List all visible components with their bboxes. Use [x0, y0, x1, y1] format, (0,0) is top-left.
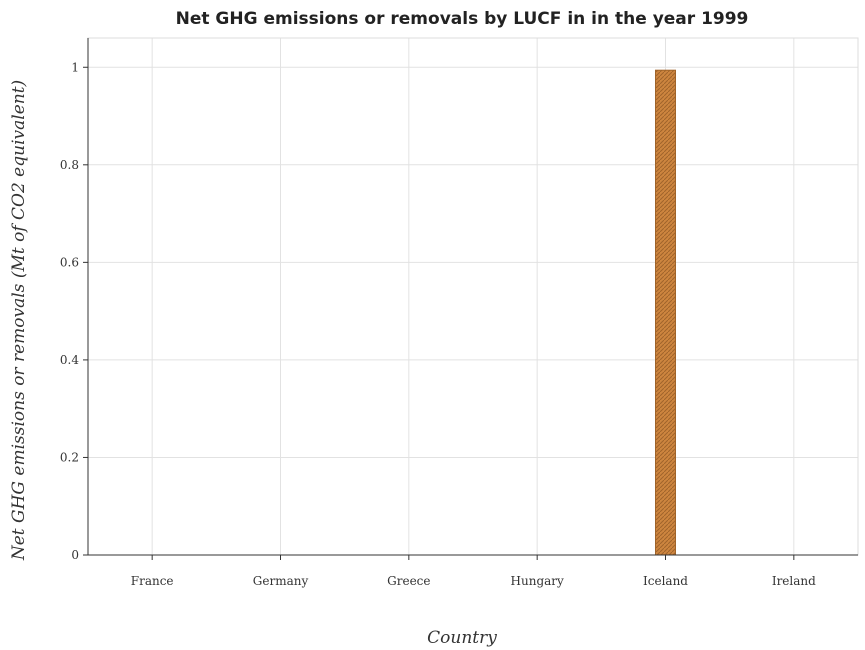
bars [655, 69, 676, 556]
y-axis-label: Net GHG emissions or removals (Mt of CO2… [9, 80, 29, 561]
y-tick-label: 1 [71, 60, 79, 74]
grid [88, 38, 858, 556]
chart-title: Net GHG emissions or removals by LUCF in… [176, 9, 749, 29]
bar-iceland [655, 69, 676, 556]
x-tick-label: Ireland [772, 574, 816, 588]
y-tick-label: 0 [71, 548, 79, 562]
x-tick-label: Greece [387, 574, 430, 588]
x-ticks: France Germany Greece Hungary Iceland Ireland [131, 555, 816, 588]
x-axis-label: Country [427, 628, 497, 648]
y-tick-label: 0.6 [60, 255, 79, 269]
y-ticks: 0 0.2 0.4 0.6 0.8 1 [60, 60, 88, 562]
y-tick-label: 0.4 [60, 353, 79, 367]
y-tick-label: 0.8 [60, 158, 79, 172]
y-tick-label: 0.2 [60, 450, 79, 464]
axes [87, 37, 859, 556]
plot-area [87, 37, 859, 556]
x-tick-label: Hungary [511, 574, 564, 588]
x-tick-label: Iceland [643, 574, 688, 588]
x-tick-label: Germany [253, 574, 309, 588]
x-tick-label: France [131, 574, 174, 588]
